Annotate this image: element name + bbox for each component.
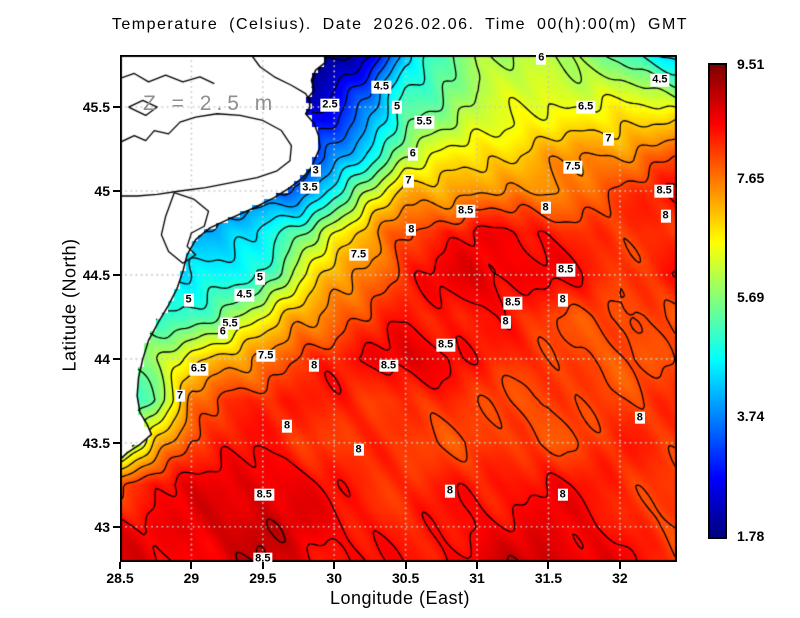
x-tick-label: 30: [326, 570, 343, 586]
y-tick-mark: [113, 189, 120, 192]
x-tick-label: 29: [183, 570, 200, 586]
plot-title: Temperature (Celsius). Date 2026.02.06. …: [111, 16, 689, 33]
x-tick-mark: [119, 562, 121, 569]
x-tick-mark: [190, 562, 193, 569]
x-axis-label: Longitude (East): [329, 588, 471, 608]
x-tick-mark: [333, 562, 336, 569]
y-tick-label: 45.5: [82, 99, 110, 116]
colorbar: [708, 63, 727, 539]
y-tick-label: 44: [94, 350, 110, 367]
y-tick-mark: [113, 357, 120, 360]
x-tick-label: 30.5: [392, 570, 420, 586]
x-tick-label: 28.5: [106, 570, 134, 586]
y-tick-mark: [113, 525, 120, 528]
y-tick-label: 45: [94, 182, 110, 199]
colorbar-tick-label: 5.69: [737, 289, 765, 306]
colorbar-tick-label: 9.51: [737, 56, 765, 72]
colorbar-tick-label: 7.65: [737, 169, 765, 186]
y-tick-mark: [113, 106, 120, 109]
x-tick-label: 32: [612, 570, 628, 586]
colorbar-tick-label: 1.78: [737, 528, 765, 544]
x-tick-mark: [618, 562, 621, 569]
y-tick-label: 43.5: [82, 434, 110, 451]
x-tick-label: 31: [469, 570, 485, 586]
depth-annotation: Z = 2.5 m: [143, 92, 278, 115]
temperature-map-canvas: [120, 55, 677, 562]
x-tick-mark: [261, 562, 264, 569]
y-tick-label: 43: [94, 518, 110, 535]
y-tick-mark: [113, 273, 120, 276]
y-tick-label: 44.5: [82, 266, 110, 283]
x-tick-mark: [476, 562, 479, 569]
colorbar-tick-label: 3.74: [737, 408, 765, 425]
x-tick-label: 31.5: [534, 570, 563, 586]
x-tick-mark: [547, 562, 550, 569]
x-tick-mark: [404, 562, 407, 569]
x-tick-label: 29.5: [249, 570, 277, 586]
y-tick-mark: [113, 441, 120, 444]
